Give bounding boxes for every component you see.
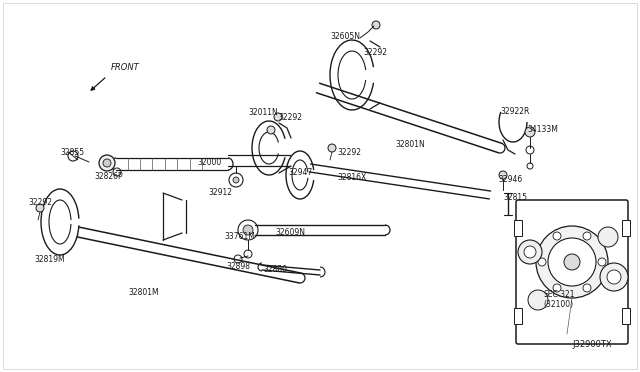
Circle shape [243,225,253,235]
Circle shape [229,173,243,187]
Circle shape [68,151,78,161]
Text: 32801M: 32801M [128,288,159,297]
Text: 32292: 32292 [278,113,302,122]
Text: 32000: 32000 [197,158,221,167]
Text: 33761M: 33761M [224,232,255,241]
Circle shape [328,144,336,152]
Circle shape [583,284,591,292]
Text: 32880: 32880 [263,265,287,274]
Circle shape [553,232,561,240]
Circle shape [372,21,380,29]
Text: SEC.321
(32100): SEC.321 (32100) [543,290,575,310]
Text: 32947: 32947 [288,168,312,177]
Text: FRONT: FRONT [111,63,140,72]
Circle shape [267,126,275,134]
Text: 32816X: 32816X [337,173,366,182]
Circle shape [548,238,596,286]
Circle shape [234,255,242,263]
Text: 32826P: 32826P [94,172,123,181]
Text: 32801N: 32801N [395,140,425,149]
Circle shape [536,226,608,298]
Circle shape [538,258,546,266]
Circle shape [113,168,121,176]
Circle shape [598,227,618,247]
Circle shape [524,246,536,258]
Circle shape [527,163,533,169]
Circle shape [99,155,115,171]
Circle shape [244,250,252,258]
Bar [514,220,522,236]
Circle shape [600,263,628,291]
Circle shape [36,204,44,212]
Circle shape [564,254,580,270]
Text: 32605N: 32605N [330,32,360,41]
FancyBboxPatch shape [516,200,628,344]
Circle shape [525,127,535,137]
Text: 32815: 32815 [503,193,527,202]
Text: 32011N: 32011N [248,108,278,117]
Circle shape [233,177,239,183]
Text: 32819M: 32819M [34,255,65,264]
Circle shape [238,220,258,240]
Bar [622,220,630,236]
Text: 34133M: 34133M [527,125,558,134]
Circle shape [607,270,621,284]
Circle shape [598,258,606,266]
Text: 32292: 32292 [363,48,387,57]
Circle shape [518,240,542,264]
Circle shape [274,113,282,121]
Text: 32912: 32912 [208,188,232,197]
Text: 32609N: 32609N [275,228,305,237]
Circle shape [553,284,561,292]
Text: 32292: 32292 [28,198,52,207]
Circle shape [499,171,507,179]
Circle shape [103,159,111,167]
Text: 32292: 32292 [337,148,361,157]
Text: 32946: 32946 [498,175,522,184]
Circle shape [526,146,534,154]
Text: 32898: 32898 [226,262,250,271]
Circle shape [528,290,548,310]
Bar [514,308,522,324]
Text: 32855: 32855 [60,148,84,157]
Text: 32922R: 32922R [500,107,529,116]
Circle shape [583,232,591,240]
Text: J32900TX: J32900TX [572,340,612,349]
Bar [622,308,630,324]
